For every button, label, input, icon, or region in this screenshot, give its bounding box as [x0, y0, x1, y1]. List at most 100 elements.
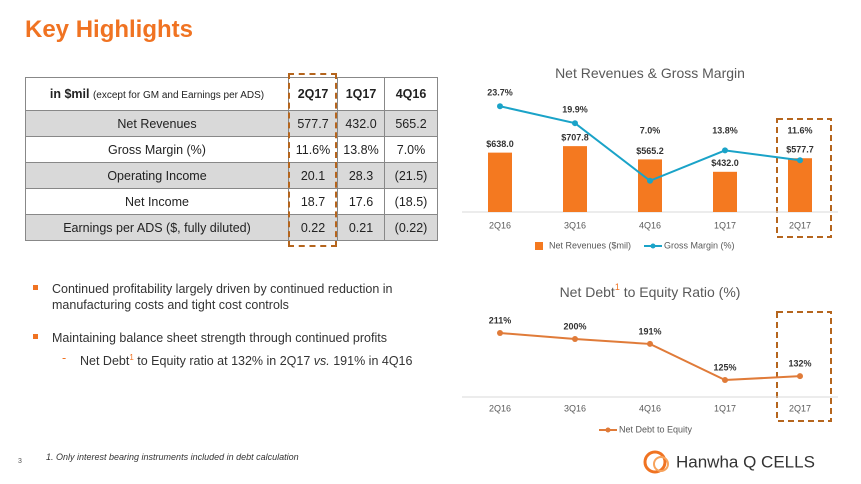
cell: 13.8% [337, 136, 385, 163]
header-text: in $mil [49, 87, 90, 101]
data-label: 13.8% [712, 125, 738, 135]
legend-swatch [650, 243, 656, 249]
cell: 18.7 [288, 188, 338, 215]
footnote: 1. Only interest bearing instruments inc… [46, 452, 299, 462]
marker [572, 336, 578, 343]
cell: 0.21 [337, 214, 385, 241]
logo-icon [643, 450, 669, 474]
cell: 577.7 [288, 110, 338, 137]
cell: 565.2 [384, 110, 438, 137]
bullet: Maintaining balance sheet strength throu… [52, 331, 387, 345]
data-label: $707.8 [561, 133, 589, 143]
data-label: $565.2 [636, 146, 664, 156]
data-label: $577.7 [786, 145, 814, 155]
legend-label: Net Debt to Equity [619, 424, 693, 434]
bullet-icon [33, 285, 38, 290]
bullet-icon [33, 334, 38, 339]
header-cell: 1Q17 [337, 77, 385, 111]
marker [722, 377, 728, 383]
data-label: 132% [788, 359, 811, 369]
table-row: Earnings per ADS ($, fully diluted) 0.22 0… [25, 214, 438, 241]
marker [722, 147, 728, 154]
bar [488, 152, 512, 212]
x-tick-label: 4Q16 [639, 403, 661, 413]
x-tick-label: 4Q16 [639, 220, 661, 230]
bullet: Continued profitability largely driven b… [52, 282, 393, 312]
logo-text: Hanwha Q CELLS [676, 452, 815, 471]
bar [563, 146, 587, 212]
superscript: 1 [615, 282, 620, 292]
line [499, 332, 801, 382]
table-row: Operating Income 20.1 28.3 (21.5) [25, 162, 438, 189]
marker [647, 177, 653, 184]
cell: 20.1 [288, 162, 338, 189]
data-label: 200% [563, 321, 586, 331]
sub-bullet: Net Debt1 to Equity ratio at 132% in 2Q1… [80, 350, 440, 369]
legend-swatch [605, 427, 611, 433]
superscript: 1 [129, 353, 134, 362]
highlight-box [288, 73, 337, 247]
sub-bullet-dash: - [62, 351, 67, 365]
highlights-table: in $mil (except for GM and Earnings per … [25, 77, 438, 241]
data-label: 191% [638, 326, 661, 336]
cell: 432.0 [337, 110, 385, 137]
bar [788, 158, 812, 212]
data-label: 11.6% [787, 125, 812, 135]
marker [797, 373, 803, 380]
highlight-box [776, 311, 832, 422]
row-label: Earnings per ADS ($, fully diluted) [25, 214, 289, 241]
bar [713, 171, 737, 212]
x-tick-label: 2Q16 [489, 403, 511, 413]
marker [497, 330, 503, 336]
header-cell: in $mil (except for GM and Earnings per … [25, 77, 289, 111]
table-header: in $mil (except for GM and Earnings per … [25, 77, 438, 111]
title-text: Net Revenues & Gross Margin [555, 65, 745, 81]
cell: 28.3 [337, 162, 385, 189]
cell: (21.5) [384, 162, 438, 189]
bar [638, 159, 662, 212]
cell: 0.22 [288, 214, 338, 241]
x-tick-label: 2Q17 [789, 403, 811, 413]
chart-title: Net Revenues & Gross Margin [555, 65, 745, 81]
x-tick-label: 2Q17 [789, 220, 811, 230]
table-row: Net Revenues 577.7 432.0 565.2 [25, 110, 438, 137]
legend-label: Net Revenues ($mil) [549, 240, 631, 250]
x-tick-label: 1Q17 [714, 220, 736, 230]
x-tick-label: 2Q16 [489, 220, 511, 230]
row-label: Net Revenues [25, 110, 289, 137]
title-text: Net Debt [560, 284, 615, 300]
cell: 7.0% [384, 136, 438, 163]
highlight-box [776, 118, 832, 238]
row-label: Net Income [25, 188, 289, 215]
chart-title: Net Debt1 to Equity Ratio (%) [560, 282, 741, 299]
marker [497, 103, 503, 110]
data-label: $638.0 [486, 139, 514, 149]
text: 191% in 4Q16 [329, 354, 413, 369]
marker [797, 157, 803, 164]
x-tick-label: 1Q17 [714, 403, 736, 413]
legend-label: Gross Margin (%) [664, 240, 735, 250]
slide-title: Key Highlights [25, 16, 194, 43]
text: Net Debt [80, 354, 130, 369]
header-cell: 4Q16 [384, 77, 438, 111]
title-text: to Equity Ratio (%) [620, 284, 741, 300]
cell: 17.6 [337, 188, 385, 215]
data-label: 125% [713, 362, 736, 372]
cell: (0.22) [384, 214, 438, 241]
marker [572, 120, 578, 127]
data-label: 211% [489, 315, 512, 325]
data-label: 7.0% [640, 125, 661, 135]
marker [647, 340, 653, 347]
text: to Equity ratio at 132% in 2Q17 [133, 354, 314, 369]
text: vs. [313, 354, 330, 369]
legend-swatch [535, 242, 543, 250]
data-label: 19.9% [562, 105, 588, 115]
data-label: 23.7% [487, 88, 513, 98]
x-tick-label: 3Q16 [564, 403, 586, 413]
x-tick-label: 3Q16 [564, 220, 586, 230]
row-label: Operating Income [25, 162, 289, 189]
page-number: 3 [18, 458, 22, 465]
data-label: $432.0 [711, 158, 739, 168]
